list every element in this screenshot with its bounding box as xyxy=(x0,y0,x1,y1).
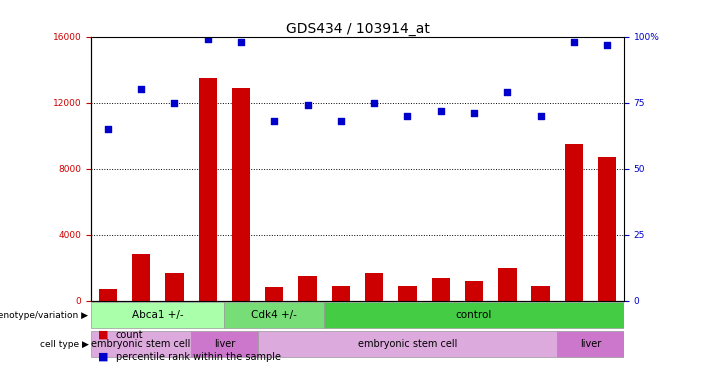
Point xyxy=(502,89,513,95)
Text: Cdk4 +/-: Cdk4 +/- xyxy=(252,310,297,320)
Bar xyxy=(332,286,350,300)
Bar xyxy=(224,302,324,328)
Point xyxy=(369,100,380,105)
Text: Abca1 +/-: Abca1 +/- xyxy=(132,310,184,320)
Point xyxy=(601,42,613,48)
Text: embryonic stem cell: embryonic stem cell xyxy=(358,339,457,349)
Bar xyxy=(432,277,450,300)
Bar xyxy=(132,254,150,300)
Bar xyxy=(91,302,224,328)
Text: ■: ■ xyxy=(98,352,109,362)
Point xyxy=(102,126,114,132)
Bar xyxy=(198,78,217,300)
Text: count: count xyxy=(116,330,143,340)
Bar xyxy=(557,331,624,357)
Bar xyxy=(398,286,416,300)
Point xyxy=(402,113,413,119)
Bar xyxy=(258,331,557,357)
Bar xyxy=(324,302,624,328)
Text: ■: ■ xyxy=(98,330,109,340)
Text: cell type ▶: cell type ▶ xyxy=(39,340,88,349)
Point xyxy=(335,118,346,124)
Point xyxy=(169,100,180,105)
Bar xyxy=(565,144,583,300)
Text: percentile rank within the sample: percentile rank within the sample xyxy=(116,352,280,362)
Point xyxy=(268,118,280,124)
Point xyxy=(569,39,580,45)
Bar xyxy=(165,273,184,300)
Point xyxy=(135,86,147,92)
Text: control: control xyxy=(456,310,492,320)
Text: genotype/variation ▶: genotype/variation ▶ xyxy=(0,311,88,320)
Text: embryonic stem cell: embryonic stem cell xyxy=(91,339,191,349)
Bar xyxy=(91,331,191,357)
Bar xyxy=(191,331,258,357)
Point xyxy=(535,113,546,119)
Bar xyxy=(265,287,283,300)
Bar xyxy=(531,286,550,300)
Bar xyxy=(465,281,483,300)
Text: liver: liver xyxy=(214,339,235,349)
Bar xyxy=(598,157,616,300)
Bar xyxy=(498,268,517,300)
Bar xyxy=(299,276,317,300)
Bar xyxy=(99,289,117,300)
Bar xyxy=(232,88,250,300)
Point xyxy=(302,102,313,108)
Text: liver: liver xyxy=(580,339,601,349)
Bar xyxy=(365,273,383,300)
Point xyxy=(468,110,479,116)
Point xyxy=(236,39,247,45)
Point xyxy=(202,36,213,42)
Point xyxy=(435,108,447,113)
Title: GDS434 / 103914_at: GDS434 / 103914_at xyxy=(285,22,430,36)
